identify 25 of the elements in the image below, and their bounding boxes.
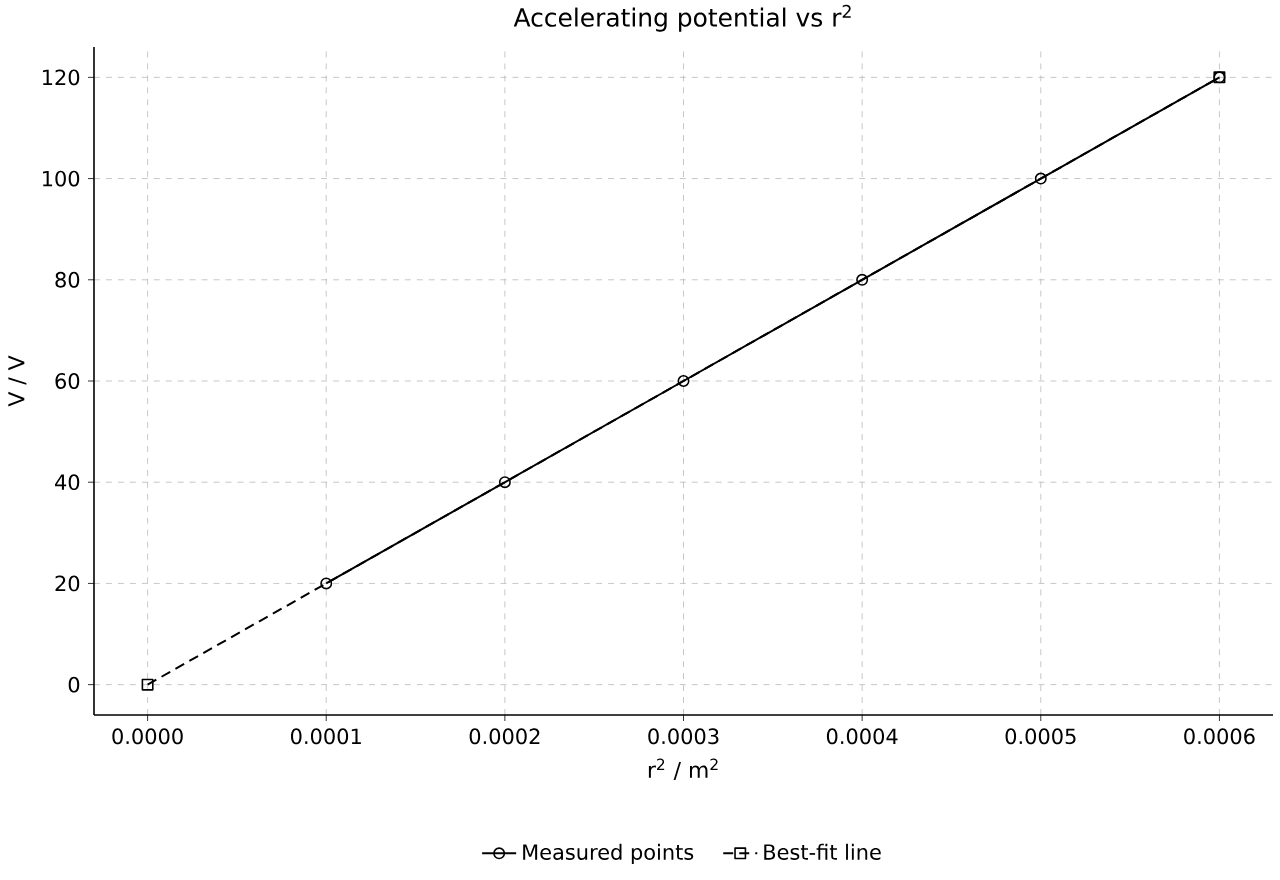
y-tick-label: 120 — [42, 69, 80, 86]
y-tick-label: 20 — [55, 575, 80, 592]
x-tick-label: 0.0000 — [112, 728, 183, 745]
x-tick-label: 0.0002 — [469, 728, 540, 745]
x-tick-label: 0.0004 — [826, 728, 898, 745]
point — [498, 476, 511, 489]
y-axis-title: V / V — [8, 355, 27, 407]
point — [1034, 172, 1047, 185]
x-tick-label: 0.0003 — [648, 728, 719, 745]
x-axis-title: r$^{2}$ / m$^{2}$ — [648, 758, 718, 780]
y-tick-label: 100 — [42, 170, 80, 187]
point — [856, 273, 869, 286]
y-tick-label: 40 — [55, 474, 80, 491]
legend-label: Measured points — [523, 843, 694, 864]
x-tick-label: 0.0006 — [1184, 728, 1255, 745]
y-tick-label: 80 — [55, 271, 80, 288]
point — [320, 577, 333, 590]
chart-title: Accelerating potential vs r$^{2}$ — [513, 4, 851, 32]
y-tick-label: 0 — [68, 676, 80, 693]
y-tick-label: 60 — [55, 373, 80, 389]
point — [141, 678, 154, 691]
point — [677, 375, 690, 387]
x-tick-label: 0.0001 — [291, 728, 361, 745]
x-tick-label: 0.0005 — [1005, 728, 1076, 745]
legend-label: Best-fit line — [764, 843, 881, 860]
